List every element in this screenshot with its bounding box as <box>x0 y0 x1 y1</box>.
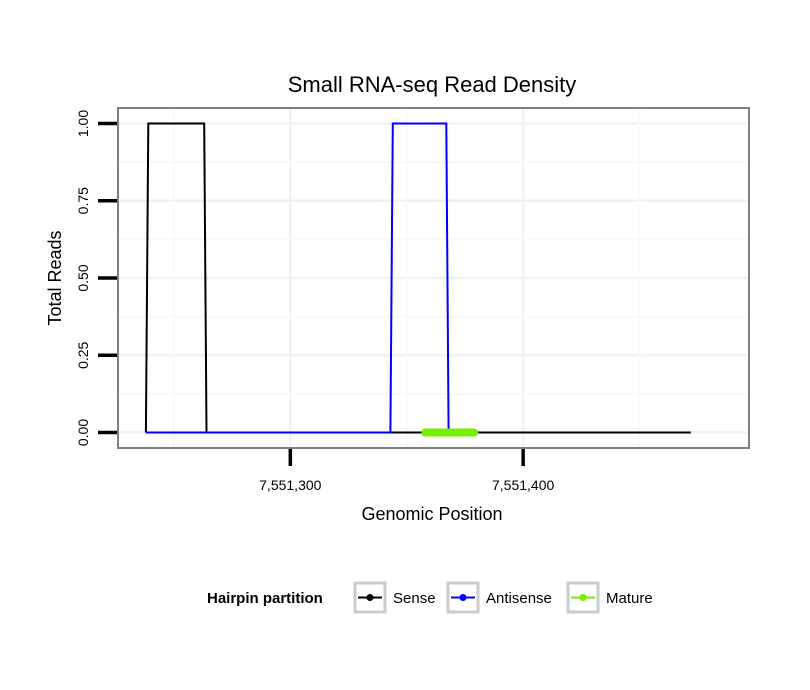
legend-key-point <box>459 594 467 601</box>
legend-item-antisense: Antisense <box>446 581 552 614</box>
legend-title: Hairpin partition <box>207 590 323 607</box>
series-layer <box>144 122 691 437</box>
y-tick-label: 0.50 <box>75 264 91 291</box>
y-axis-title: Total Reads <box>45 230 65 325</box>
x-tick-label: 7,551,400 <box>492 477 554 493</box>
legend: Hairpin partition Sense Antisense Mature <box>207 581 653 614</box>
y-tick-label: 0.25 <box>75 341 91 368</box>
legend-items: Sense Antisense Mature <box>353 581 653 614</box>
y-tick-label: 0.00 <box>75 419 91 446</box>
plot-panel <box>117 107 750 449</box>
legend-item-mature: Mature <box>566 581 653 614</box>
x-tick-label: 7,551,300 <box>259 477 321 493</box>
y-tick-label: 0.75 <box>75 187 91 214</box>
series-antisense-line <box>145 122 450 434</box>
legend-item-sense: Sense <box>353 581 436 614</box>
grid-lines <box>118 108 749 448</box>
axis-layer: 0.00 0.25 0.50 0.75 1.00 7,551,300 7,551,400 <box>75 110 554 493</box>
legend-key-point <box>366 594 374 601</box>
legend-label: Mature <box>606 590 653 607</box>
y-tick-label: 1.00 <box>75 110 91 137</box>
x-axis-title: Genomic Position <box>361 504 502 524</box>
legend-label: Sense <box>393 590 436 607</box>
legend-key-point <box>579 594 587 601</box>
legend-label: Antisense <box>486 590 552 607</box>
chart-title: Small RNA-seq Read Density <box>288 72 577 97</box>
